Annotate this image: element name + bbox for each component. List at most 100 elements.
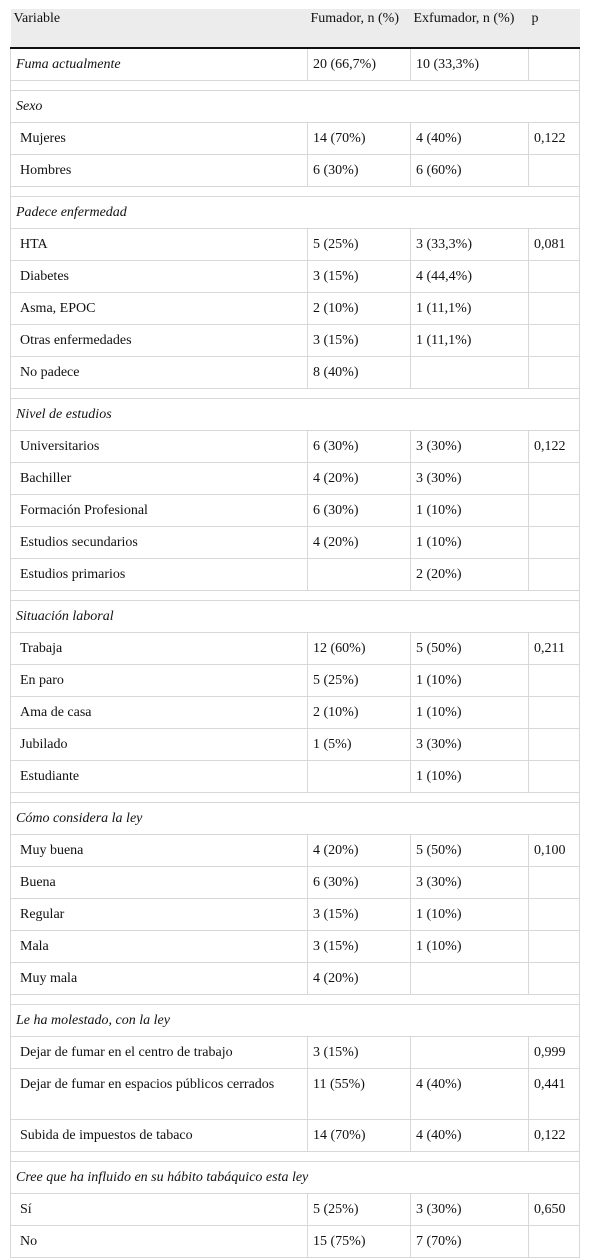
row-label: Diabetes bbox=[10, 260, 308, 293]
table-row: Bachiller 4 (20%) 3 (30%) bbox=[10, 462, 580, 495]
row-label: Mujeres bbox=[10, 122, 308, 155]
results-table-container: Variable Fumador, n (%) Exfumador, n (%)… bbox=[10, 9, 580, 1258]
exfumador-value: 10 (33,3%) bbox=[410, 48, 529, 81]
fumador-value: 11 (55%) bbox=[307, 1068, 411, 1120]
section-spacer bbox=[10, 186, 580, 197]
header-exfumador: Exfumador, n (%) bbox=[410, 9, 529, 49]
p-value bbox=[528, 898, 580, 931]
fumador-value: 6 (30%) bbox=[307, 430, 411, 463]
section-spacer bbox=[10, 994, 580, 1005]
exfumador-value: 3 (30%) bbox=[410, 728, 529, 761]
exfumador-value: 4 (40%) bbox=[410, 122, 529, 155]
p-value: 0,999 bbox=[528, 1036, 580, 1069]
section-title: Nivel de estudios bbox=[10, 398, 580, 431]
exfumador-value: 3 (30%) bbox=[410, 462, 529, 495]
fumador-value: 6 (30%) bbox=[307, 494, 411, 527]
exfumador-value: 5 (50%) bbox=[410, 834, 529, 867]
table-row: Diabetes 3 (15%) 4 (44,4%) bbox=[10, 260, 580, 293]
section-title: Cómo considera la ley bbox=[10, 802, 580, 835]
section-heading-row: Cree que ha influido en su hábito tabáqu… bbox=[10, 1161, 580, 1194]
table-row: Formación Profesional 6 (30%) 1 (10%) bbox=[10, 494, 580, 527]
fumador-value: 1 (5%) bbox=[307, 728, 411, 761]
section-heading-row: Nivel de estudios bbox=[10, 398, 580, 431]
section-heading-row: Padece enfermedad bbox=[10, 196, 580, 229]
row-label: Asma, EPOC bbox=[10, 292, 308, 325]
table-body: Fuma actualmente 20 (66,7%) 10 (33,3%) S… bbox=[10, 48, 580, 1258]
row-label: Jubilado bbox=[10, 728, 308, 761]
p-value bbox=[528, 930, 580, 963]
fumador-value: 14 (70%) bbox=[307, 122, 411, 155]
row-label: Buena bbox=[10, 866, 308, 899]
row-label: Muy mala bbox=[10, 962, 308, 995]
p-value: 0,100 bbox=[528, 834, 580, 867]
fumador-value: 6 (30%) bbox=[307, 154, 411, 187]
fumador-value: 5 (25%) bbox=[307, 664, 411, 697]
exfumador-value: 1 (10%) bbox=[410, 664, 529, 697]
section-spacer bbox=[10, 388, 580, 399]
table-row: Fuma actualmente 20 (66,7%) 10 (33,3%) bbox=[10, 48, 580, 81]
table-row: Otras enfermedades 3 (15%) 1 (11,1%) bbox=[10, 324, 580, 357]
p-value bbox=[528, 356, 580, 389]
table-row: Hombres 6 (30%) 6 (60%) bbox=[10, 154, 580, 187]
row-label: Estudiante bbox=[10, 760, 308, 793]
table-row: Sí 5 (25%) 3 (30%) 0,650 bbox=[10, 1193, 580, 1226]
section-title: Cree que ha influido en su hábito tabáqu… bbox=[10, 1161, 580, 1194]
table-row: Buena 6 (30%) 3 (30%) bbox=[10, 866, 580, 899]
fumador-value: 6 (30%) bbox=[307, 866, 411, 899]
fumador-value: 3 (15%) bbox=[307, 1036, 411, 1069]
p-value bbox=[528, 558, 580, 591]
section-spacer bbox=[10, 792, 580, 803]
spacer-cell bbox=[10, 80, 580, 91]
exfumador-value: 1 (11,1%) bbox=[410, 324, 529, 357]
section-title: Le ha molestado, con la ley bbox=[10, 1004, 580, 1037]
smoking-status-table: Variable Fumador, n (%) Exfumador, n (%)… bbox=[10, 9, 580, 1258]
spacer-cell bbox=[10, 388, 580, 399]
row-label: Dejar de fumar en el centro de trabajo bbox=[10, 1036, 308, 1069]
section-heading-row: Le ha molestado, con la ley bbox=[10, 1004, 580, 1037]
row-label: Hombres bbox=[10, 154, 308, 187]
fumador-value bbox=[307, 558, 411, 591]
table-row: Dejar de fumar en espacios públicos cerr… bbox=[10, 1068, 580, 1120]
p-value bbox=[528, 664, 580, 697]
table-row: Dejar de fumar en el centro de trabajo 3 … bbox=[10, 1036, 580, 1069]
spacer-cell bbox=[10, 994, 580, 1005]
table-row: Ama de casa 2 (10%) 1 (10%) bbox=[10, 696, 580, 729]
p-value bbox=[528, 962, 580, 995]
table-row: Universitarios 6 (30%) 3 (30%) 0,122 bbox=[10, 430, 580, 463]
table-row: Regular 3 (15%) 1 (10%) bbox=[10, 898, 580, 931]
exfumador-value bbox=[410, 356, 529, 389]
section-spacer bbox=[10, 1151, 580, 1162]
table-header: Variable Fumador, n (%) Exfumador, n (%)… bbox=[10, 9, 580, 49]
row-label: En paro bbox=[10, 664, 308, 697]
section-spacer bbox=[10, 590, 580, 601]
p-value: 0,650 bbox=[528, 1193, 580, 1226]
row-label: No padece bbox=[10, 356, 308, 389]
spacer-cell bbox=[10, 590, 580, 601]
section-heading-row: Sexo bbox=[10, 90, 580, 123]
table-row: Mujeres 14 (70%) 4 (40%) 0,122 bbox=[10, 122, 580, 155]
spacer-cell bbox=[10, 792, 580, 803]
p-value bbox=[528, 48, 580, 81]
fumador-value: 4 (20%) bbox=[307, 526, 411, 559]
p-value: 0,122 bbox=[528, 1119, 580, 1152]
exfumador-value: 1 (10%) bbox=[410, 930, 529, 963]
row-label: Trabaja bbox=[10, 632, 308, 665]
row-label: No bbox=[10, 1225, 308, 1258]
fumador-value: 12 (60%) bbox=[307, 632, 411, 665]
row-label: Ama de casa bbox=[10, 696, 308, 729]
exfumador-value: 1 (10%) bbox=[410, 494, 529, 527]
table-row: En paro 5 (25%) 1 (10%) bbox=[10, 664, 580, 697]
fumador-value: 4 (20%) bbox=[307, 962, 411, 995]
exfumador-value: 4 (44,4%) bbox=[410, 260, 529, 293]
exfumador-value: 3 (30%) bbox=[410, 866, 529, 899]
fumador-value bbox=[307, 760, 411, 793]
p-value: 0,211 bbox=[528, 632, 580, 665]
p-value bbox=[528, 760, 580, 793]
table-row: HTA 5 (25%) 3 (33,3%) 0,081 bbox=[10, 228, 580, 261]
p-value: 0,122 bbox=[528, 122, 580, 155]
spacer-cell bbox=[10, 1151, 580, 1162]
table-row: Estudios secundarios 4 (20%) 1 (10%) bbox=[10, 526, 580, 559]
p-value bbox=[528, 324, 580, 357]
row-label: Otras enfermedades bbox=[10, 324, 308, 357]
section-title: Situación laboral bbox=[10, 600, 580, 633]
